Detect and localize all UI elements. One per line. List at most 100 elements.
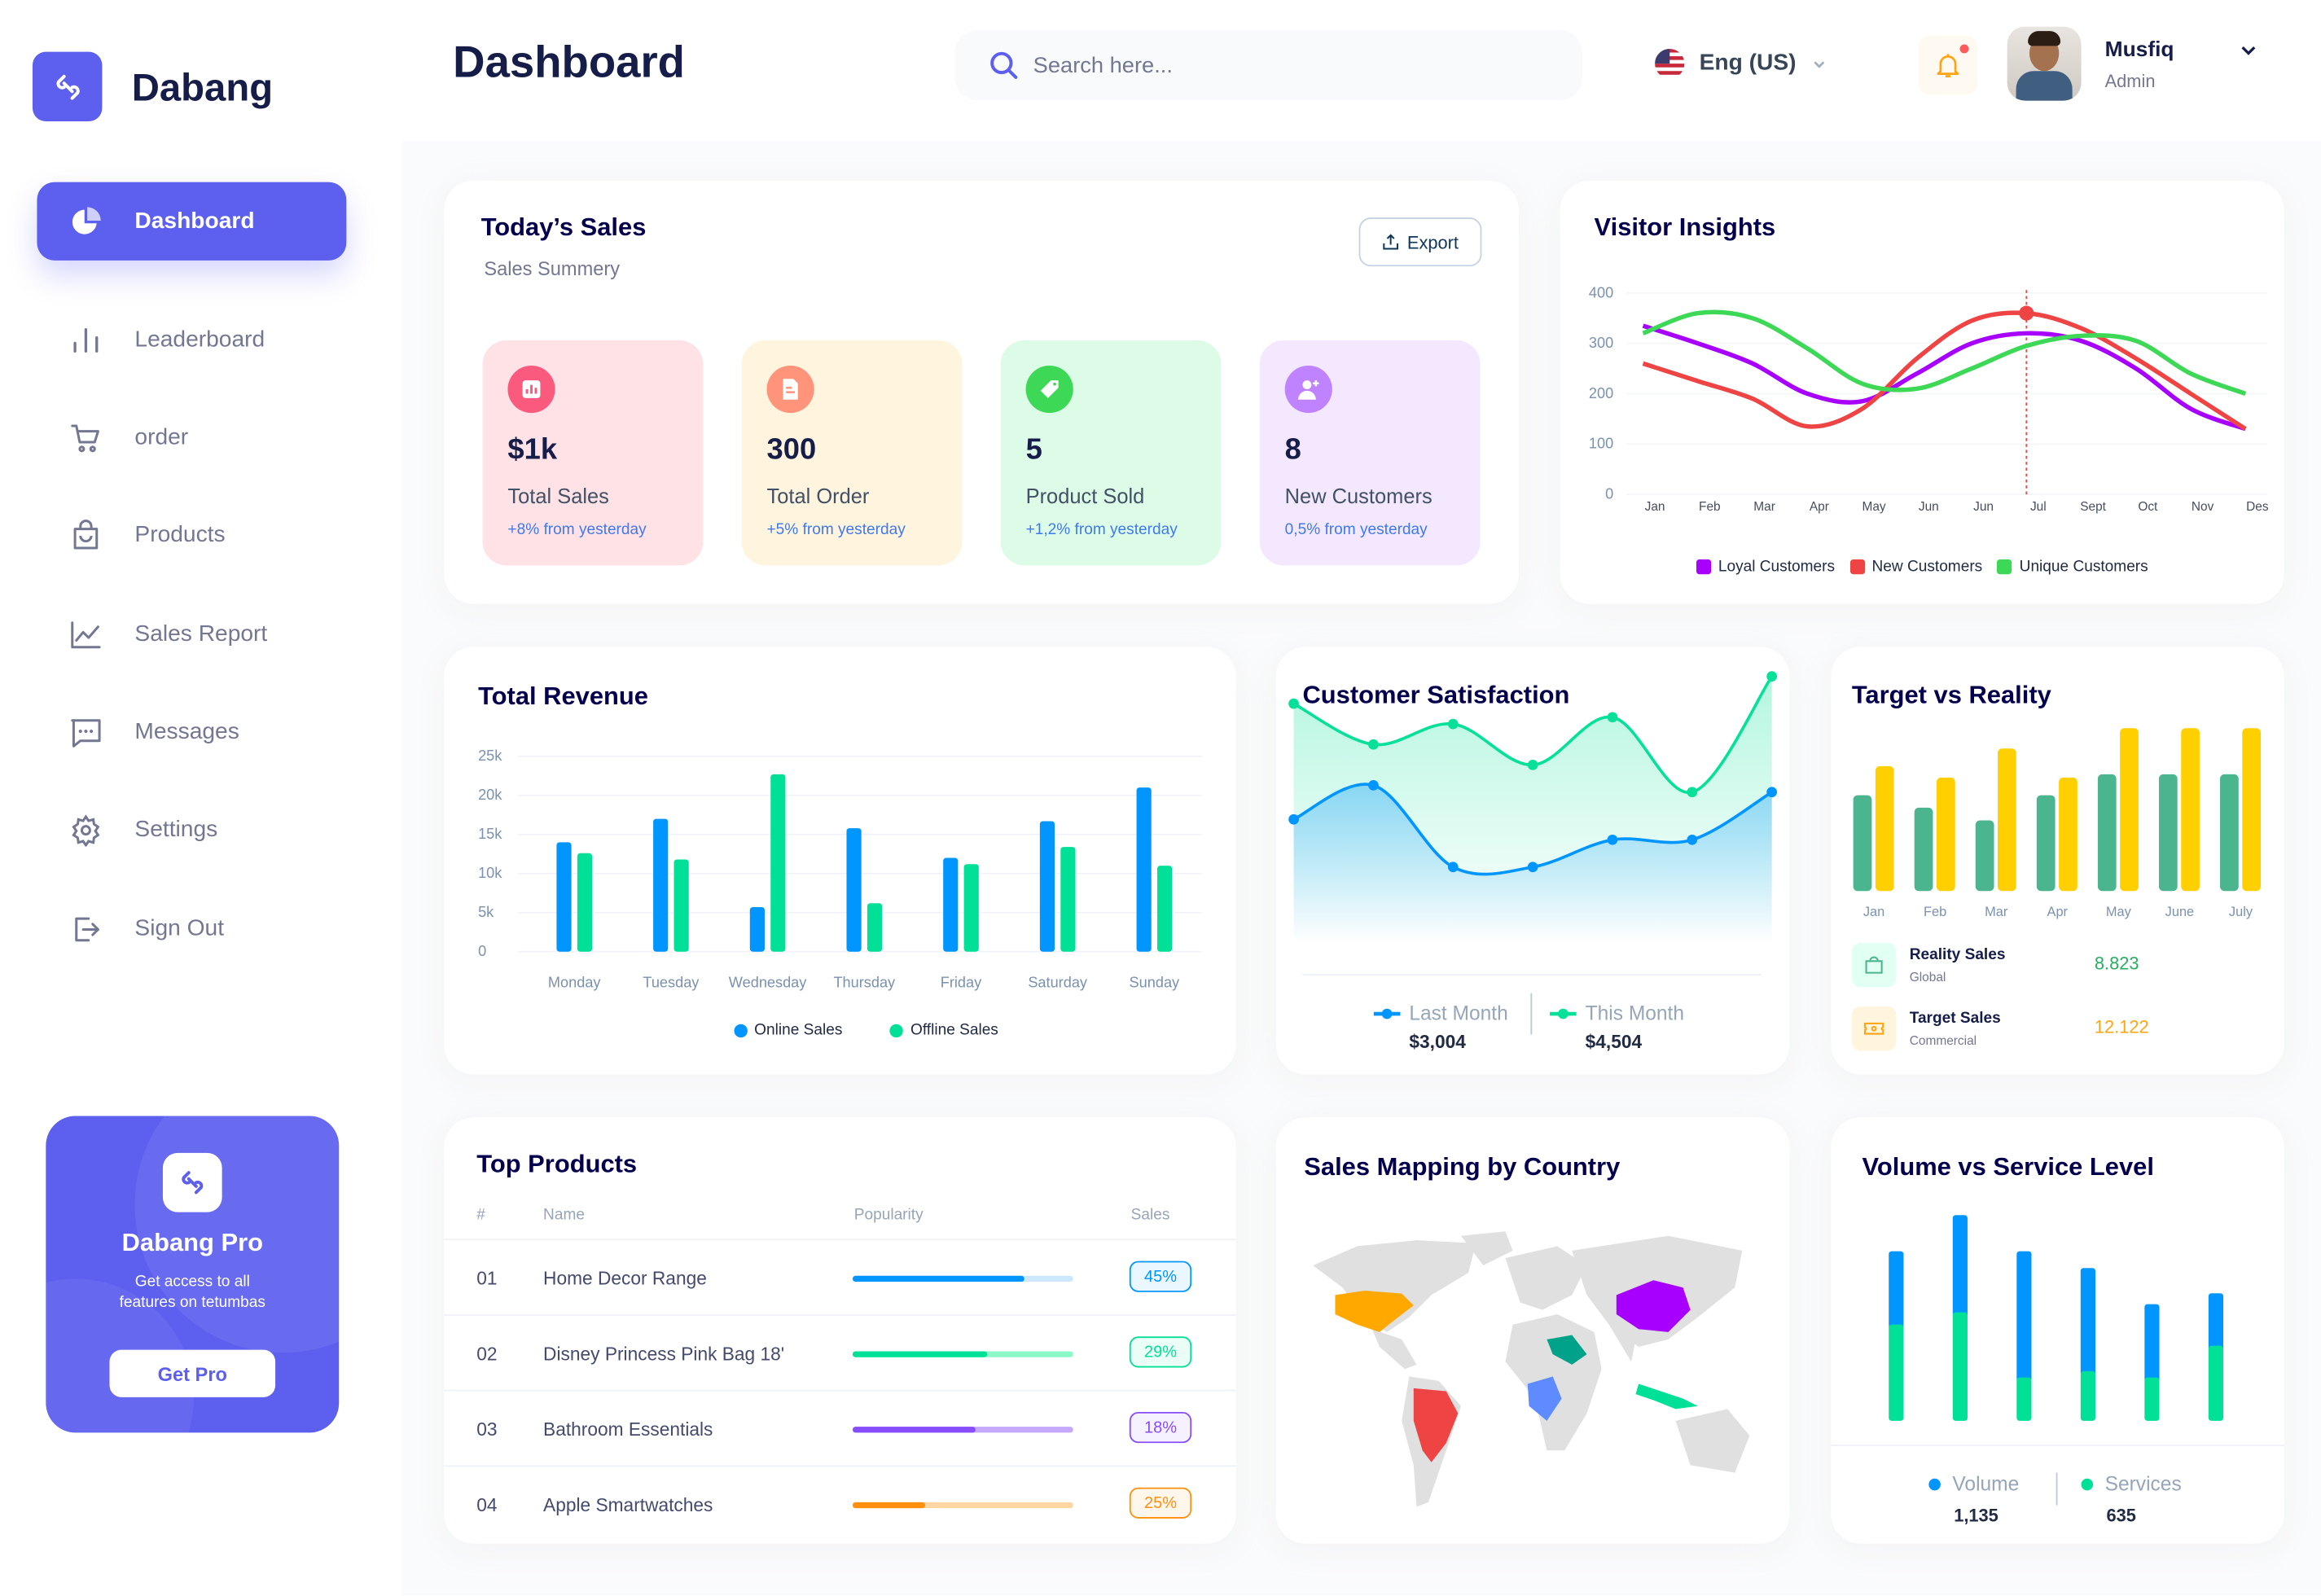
x-tick-label: Mar xyxy=(1985,905,2008,919)
promo-title: Dabang Pro xyxy=(121,1228,263,1257)
sidebar-item-order[interactable]: order xyxy=(37,398,346,476)
data-point xyxy=(1687,787,1698,798)
bell-icon xyxy=(1937,54,1959,77)
sidebar-item-leaderboard[interactable]: Leaderboard xyxy=(37,300,346,379)
product-rank: 02 xyxy=(476,1344,498,1365)
product-rank: 03 xyxy=(476,1419,498,1440)
series-line-loyal-customers xyxy=(1642,323,2247,432)
logo-icon[interactable] xyxy=(32,51,103,122)
sidebar-item-messages[interactable]: Messages xyxy=(37,693,346,771)
bar-reality-sales-mar xyxy=(1975,820,1994,892)
y-tick-label: 25k xyxy=(478,748,502,764)
bar-offline-sales-tuesday xyxy=(673,859,689,952)
bar-volume-3 xyxy=(2016,1251,2032,1383)
this-month-total: $4,504 xyxy=(1585,1031,1643,1053)
services-total: 635 xyxy=(2106,1505,2136,1526)
revenue-legend: Online Sales Offline Sales xyxy=(444,1021,1288,1039)
table-row[interactable]: 01 Home Decor Range 45% xyxy=(444,1239,1236,1314)
column-header-sales: Sales xyxy=(1130,1206,1170,1225)
stat-value: 300 xyxy=(766,433,817,467)
stat-value: 8 xyxy=(1284,433,1301,467)
volume-total: 1,135 xyxy=(1954,1505,1999,1526)
avatar[interactable] xyxy=(2007,26,2082,101)
data-point xyxy=(1766,671,1778,682)
map-australia xyxy=(1675,1409,1750,1473)
sidebar-item-label: Sales Report xyxy=(134,620,268,647)
table-row[interactable]: 02 Disney Princess Pink Bag 18' 29% xyxy=(444,1314,1236,1390)
data-point xyxy=(1527,759,1538,770)
sidebar-item-label: Products xyxy=(134,521,226,547)
bar-services-3 xyxy=(2016,1377,2032,1421)
x-tick-label: Sunday xyxy=(1130,974,1181,990)
stat-card-product-sold[interactable]: 5 Product Sold +1,2% from yesterday xyxy=(1000,340,1222,566)
pro-logo-icon xyxy=(162,1152,222,1212)
data-point xyxy=(1607,712,1618,723)
sidebar-item-dashboard[interactable]: Dashboard xyxy=(37,182,347,261)
data-point xyxy=(1766,787,1778,798)
x-tick-label: May xyxy=(2106,905,2132,919)
customer-satisfaction-title: Customer Satisfaction xyxy=(1302,681,1570,709)
user-menu-chevron-icon[interactable] xyxy=(2238,42,2258,59)
map-country-saudi-arabia xyxy=(1547,1335,1587,1365)
language-selector[interactable]: Eng (US) xyxy=(1655,48,1828,79)
stat-change: +8% from yesterday xyxy=(507,520,647,539)
bar-services-6 xyxy=(2208,1345,2224,1421)
stat-label: New Customers xyxy=(1284,484,1433,508)
legend-last-month: Last Month xyxy=(1373,1002,1508,1024)
export-button[interactable]: Export xyxy=(1358,217,1482,267)
target-row-value: 8.823 xyxy=(2094,953,2139,974)
y-tick-label: 400 xyxy=(1589,284,1613,300)
stat-change: 0,5% from yesterday xyxy=(1284,520,1428,539)
table-row[interactable]: 03 Bathroom Essentials 18% xyxy=(444,1389,1236,1466)
stat-card-total-order[interactable]: 300 Total Order +5% from yesterday xyxy=(741,340,963,566)
stat-card-new-customers[interactable]: 8 New Customers 0,5% from yesterday xyxy=(1259,340,1481,566)
bar-target-sales-jan xyxy=(1875,765,1894,892)
top-products-title: Top Products xyxy=(476,1150,638,1178)
stat-value: $1k xyxy=(507,433,558,467)
sidebar-item-sign-out[interactable]: Sign Out xyxy=(37,889,346,967)
bar-online-sales-monday xyxy=(556,842,572,952)
x-tick-label: Jun xyxy=(1973,500,1994,514)
x-tick-label: Sept xyxy=(2080,500,2106,514)
app-name: Dabang xyxy=(131,64,274,110)
map-country-dr-congo xyxy=(1527,1376,1562,1421)
x-tick-label: July xyxy=(2229,905,2253,919)
bar-target-sales-mar xyxy=(1998,748,2016,892)
search-input[interactable]: Search here... xyxy=(954,29,1583,101)
x-tick-label: Tuesday xyxy=(643,974,700,990)
visitor-insights-card: Visitor Insights xyxy=(1560,180,2284,604)
document-icon xyxy=(766,365,814,414)
sign-out-icon xyxy=(75,916,99,941)
x-tick-label: Des xyxy=(2246,500,2269,514)
product-name: Bathroom Essentials xyxy=(543,1419,713,1440)
stat-value: 5 xyxy=(1025,433,1042,467)
sidebar-item-products[interactable]: Products xyxy=(37,496,346,574)
total-revenue-chart: 0 5k 10k 15k 20k 25k Monday Tuesday Wednesday Thu… xyxy=(478,748,1202,990)
user-name: Musfiq xyxy=(2104,38,2174,63)
sales-mapping-card: Sales Mapping by Country xyxy=(1275,1117,1790,1544)
popularity-bar xyxy=(852,1351,1073,1357)
get-pro-button[interactable]: Get Pro xyxy=(109,1349,276,1397)
notification-button[interactable] xyxy=(1918,35,1978,95)
sidebar-item-settings[interactable]: Settings xyxy=(37,791,346,869)
legend-online-sales: Online Sales xyxy=(733,1021,842,1039)
bar-target-sales-apr xyxy=(2059,777,2077,892)
legend-offline-sales: Offline Sales xyxy=(889,1021,998,1039)
bar-reality-sales-feb xyxy=(1914,807,1933,892)
shopping-bag-icon xyxy=(1851,942,1897,988)
product-name: Disney Princess Pink Bag 18' xyxy=(543,1344,785,1365)
legend-this-month: This Month xyxy=(1550,1002,1684,1024)
stat-card-total-sales[interactable]: $1k Total Sales +8% from yesterday xyxy=(482,340,704,566)
export-icon xyxy=(1382,234,1398,250)
map-country-indonesia xyxy=(1635,1383,1698,1410)
sidebar-item-sales-report[interactable]: Sales Report xyxy=(37,595,346,673)
x-tick-label: Jan xyxy=(1863,905,1884,919)
page-title: Dashboard xyxy=(453,38,686,88)
bar-online-sales-sunday xyxy=(1136,787,1152,952)
table-row[interactable]: 04 Apple Smartwatches 25% xyxy=(444,1465,1236,1541)
x-tick-label: Saturday xyxy=(1028,974,1088,990)
sidebar-item-label: Messages xyxy=(134,718,239,744)
x-tick-label: Jan xyxy=(1645,500,1665,514)
x-tick-label: Thursday xyxy=(833,974,896,990)
